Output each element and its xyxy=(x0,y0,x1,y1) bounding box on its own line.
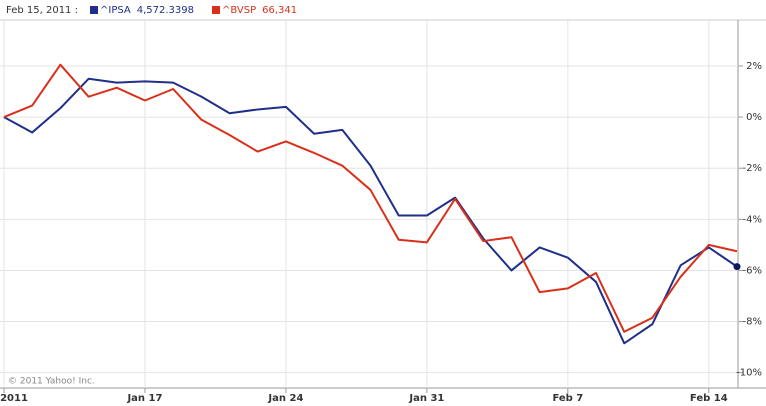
x-tick-label: Feb 14 xyxy=(690,393,728,404)
header-date: Feb 15, 2011 : xyxy=(6,5,78,16)
x-tick-label: Jan 31 xyxy=(408,393,444,404)
legend-swatch xyxy=(212,6,220,14)
y-tick-label: 0% xyxy=(746,112,762,123)
y-tick-label: -10% xyxy=(736,368,762,379)
legend-value: 4,572.3398 xyxy=(137,5,194,16)
x-tick-label: 2011 xyxy=(0,393,28,404)
y-tick-label: -8% xyxy=(743,317,762,328)
x-tick-label: Jan 24 xyxy=(267,393,303,404)
y-tick-label: -2% xyxy=(743,163,762,174)
legend-name: ^IPSA xyxy=(100,5,131,16)
y-tick-label: 2% xyxy=(746,61,762,72)
y-tick-label: -4% xyxy=(743,214,762,225)
last-point xyxy=(733,263,741,271)
x-tick-label: Jan 17 xyxy=(126,393,162,404)
x-tick-label: Feb 7 xyxy=(552,393,583,404)
legend-value: 66,341 xyxy=(262,5,297,16)
legend-swatch xyxy=(90,6,98,14)
copyright: © 2011 Yahoo! Inc. xyxy=(8,377,95,387)
series-line xyxy=(3,77,738,345)
series-line xyxy=(3,63,738,333)
legend-name: ^BVSP xyxy=(222,5,256,16)
y-tick-label: -6% xyxy=(743,265,762,276)
